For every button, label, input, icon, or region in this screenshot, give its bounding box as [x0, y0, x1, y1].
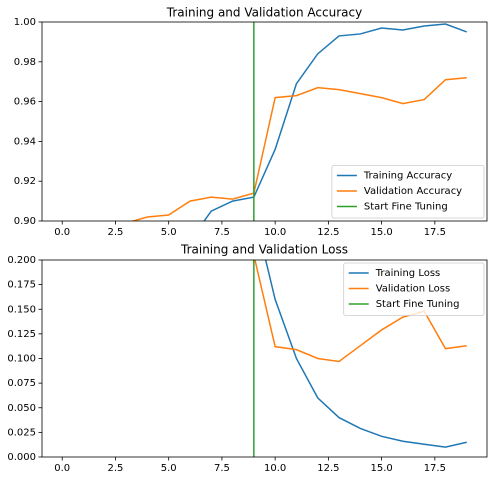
chart-title: Training and Validation Loss — [180, 243, 348, 257]
legend: Training Accuracy Validation Accuracy Star… — [331, 165, 485, 219]
x-tick-label: 10.0 — [264, 463, 286, 474]
series-line — [254, 260, 467, 363]
axes-frame — [41, 259, 488, 458]
legend-label: Validation Accuracy — [364, 186, 462, 197]
series-line — [264, 260, 467, 448]
y-tick-label: 0.200 — [7, 255, 36, 266]
y-tick-label: 0.94 — [14, 136, 36, 147]
x-tick-label: 0.0 — [54, 463, 70, 474]
plot-lines — [130, 22, 468, 221]
x-tick-label: 17.5 — [424, 463, 446, 474]
legend: Training Loss Validation Loss Start Fine T… — [343, 262, 485, 316]
y-tick-label: 1.00 — [14, 17, 36, 28]
axes: Training and Validation Loss 0.0 2.5 5.0 7.5… — [7, 243, 488, 474]
y-tick-label: 0.000 — [7, 452, 36, 463]
series-line — [130, 76, 467, 221]
x-tick-label: 15.0 — [370, 463, 392, 474]
plot-lines — [253, 260, 467, 457]
x-tick-label: 0.0 — [54, 227, 70, 238]
legend-label: Training Accuracy — [363, 171, 452, 182]
legend-box — [343, 262, 485, 316]
y-tick-label: 0.98 — [14, 57, 36, 68]
y-tick-label: 0.025 — [7, 427, 36, 438]
x-tick-label: 12.5 — [317, 463, 339, 474]
x-tick-label: 15.0 — [370, 227, 392, 238]
x-tick-label: 5.0 — [161, 227, 177, 238]
legend-label: Start Fine Tuning — [364, 202, 448, 213]
axes-frame — [41, 21, 488, 222]
x-tick-label: 10.0 — [264, 227, 286, 238]
legend-label: Training Loss — [375, 268, 441, 279]
y-tick-label: 0.90 — [14, 216, 36, 227]
y-tick-label: 0.100 — [7, 354, 36, 365]
x-tick-label: 2.5 — [108, 463, 124, 474]
x-tick-label: 5.0 — [161, 463, 177, 474]
y-tick-label: 0.050 — [7, 403, 36, 414]
y-tick-label: 0.075 — [7, 378, 36, 389]
x-tick-label: 7.5 — [214, 463, 230, 474]
series-line — [203, 23, 468, 221]
chart-title: Training and Validation Accuracy — [166, 6, 362, 20]
y-tick-label: 0.150 — [7, 304, 36, 315]
x-tick-label: 7.5 — [214, 227, 230, 238]
legend-label: Validation Loss — [376, 284, 451, 295]
y-tick-label: 0.175 — [7, 280, 36, 291]
axes: Training and Validation Accuracy 0.0 2.5 5.… — [14, 6, 488, 238]
legend-label: Start Fine Tuning — [376, 299, 460, 310]
x-tick-label: 12.5 — [317, 227, 339, 238]
y-tick-label: 0.96 — [14, 97, 36, 108]
x-tick-label: 2.5 — [108, 227, 124, 238]
y-tick-label: 0.92 — [14, 176, 36, 187]
x-tick-label: 17.5 — [424, 227, 446, 238]
legend-box — [331, 165, 485, 219]
y-tick-label: 0.125 — [7, 329, 36, 340]
